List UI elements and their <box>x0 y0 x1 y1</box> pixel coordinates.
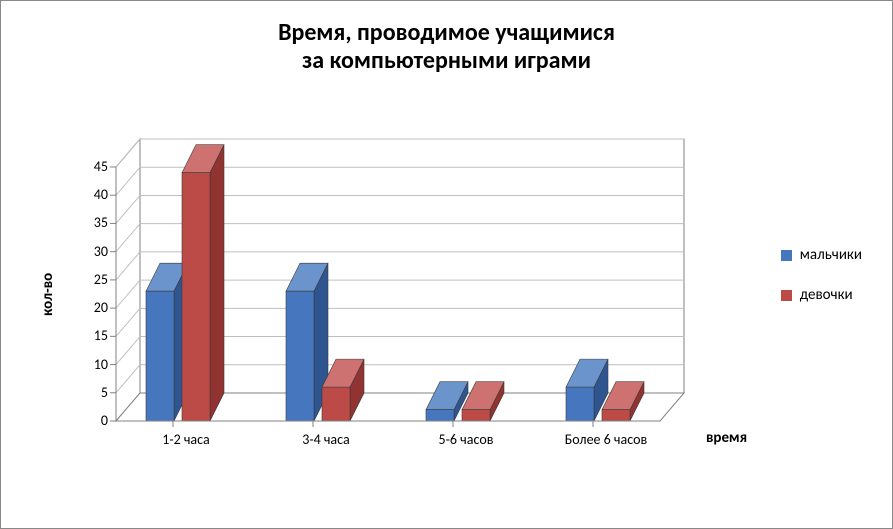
y-tick-label: 40 <box>68 186 108 203</box>
legend-label: девочки <box>800 286 853 304</box>
y-tick-label: 35 <box>68 214 108 231</box>
chart-frame: Время, проводимое учащимися за компьютер… <box>0 0 893 529</box>
x-category-label: 5-6 часов <box>396 431 536 448</box>
y-axis-title: кол-во <box>39 273 57 316</box>
y-tick-label: 10 <box>68 356 108 373</box>
legend-swatch <box>781 290 792 301</box>
chart-title-line2: за компьютерными играми <box>1 47 892 75</box>
y-tick-label: 30 <box>68 243 108 260</box>
y-tick-label: 20 <box>68 299 108 316</box>
legend-swatch <box>781 250 792 261</box>
plot-svg <box>116 131 686 451</box>
legend: мальчики девочки <box>781 246 862 326</box>
y-tick-label: 0 <box>68 412 108 429</box>
legend-item: девочки <box>781 286 862 304</box>
legend-label: мальчики <box>800 246 862 264</box>
chart-title: Время, проводимое учащимися за компьютер… <box>1 19 892 74</box>
x-axis-title: время <box>706 429 747 447</box>
x-category-label: Более 6 часов <box>536 431 676 448</box>
x-category-label: 3-4 часа <box>256 431 396 448</box>
x-category-label: 1-2 часа <box>116 431 256 448</box>
chart-title-line1: Время, проводимое учащимися <box>1 19 892 47</box>
plot-area <box>116 131 686 441</box>
y-tick-label: 45 <box>68 158 108 175</box>
y-tick-label: 5 <box>68 384 108 401</box>
legend-item: мальчики <box>781 246 862 264</box>
y-tick-label: 15 <box>68 327 108 344</box>
y-tick-label: 25 <box>68 271 108 288</box>
